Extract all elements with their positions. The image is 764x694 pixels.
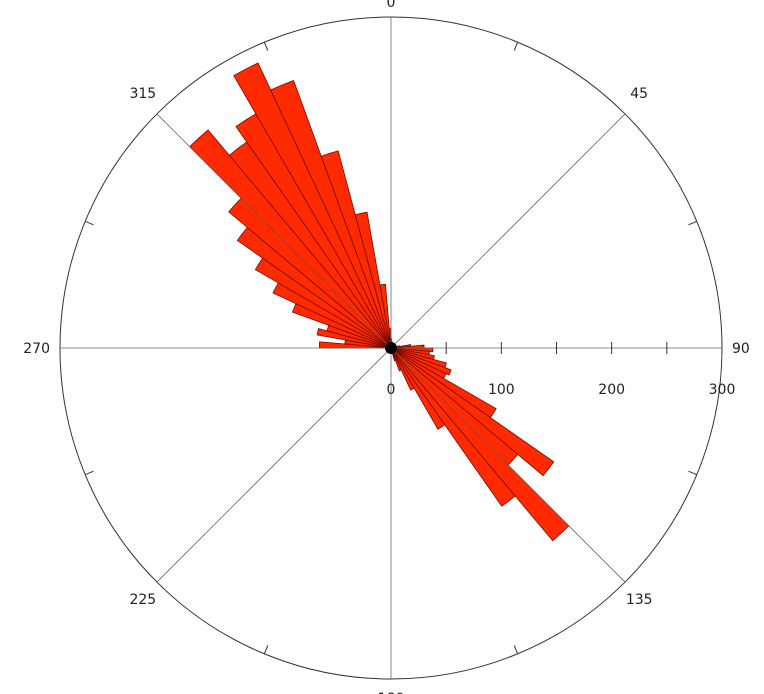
petal-147.5: [390, 347, 446, 430]
petal-337.5: [270, 79, 392, 349]
circle-tick: [688, 220, 697, 226]
direction-label-90: 90: [732, 341, 750, 357]
circle-tick: [263, 42, 269, 51]
axis-labels: 0 45 90 135 180 225 270 315 0 100 200 300: [23, 0, 750, 694]
circle-tick: [513, 645, 519, 654]
petal-332.5: [233, 62, 392, 349]
spoke-45: [390, 113, 626, 349]
petal-352.5: [379, 283, 392, 349]
spoke-315: [156, 113, 392, 349]
petal-132.5: [390, 347, 519, 466]
petal-157.5: [390, 347, 402, 372]
circle-tick: [513, 42, 519, 51]
circle-tick: [85, 470, 94, 476]
direction-label-45: 45: [630, 86, 648, 102]
direction-label-0: 0: [387, 0, 396, 11]
direction-label-315: 315: [129, 86, 156, 102]
circle-tick: [263, 645, 269, 654]
petal-142.5: [390, 347, 516, 507]
center-marker: [385, 342, 397, 354]
direction-label-135: 135: [626, 592, 653, 608]
spoke-225: [156, 347, 392, 583]
radial-label-100: 100: [488, 382, 515, 398]
circle-tick: [688, 470, 697, 476]
circle-tick: [85, 220, 94, 226]
radial-label-300: 300: [709, 382, 736, 398]
radial-label-0: 0: [387, 382, 396, 398]
petal-137.5: [390, 347, 570, 542]
radial-ticks: [85, 42, 723, 654]
direction-label-270: 270: [23, 341, 50, 357]
direction-spokes: [60, 17, 722, 679]
rose-petals: [189, 62, 570, 542]
petal-152.5: [390, 347, 415, 391]
petal-347.5: [354, 211, 392, 349]
spoke-135: [390, 347, 626, 583]
petal-342.5: [320, 150, 392, 349]
direction-label-225: 225: [129, 592, 156, 608]
radial-label-200: 200: [598, 382, 625, 398]
direction-label-180: 180: [378, 691, 405, 694]
petal-127.5: [390, 347, 555, 477]
